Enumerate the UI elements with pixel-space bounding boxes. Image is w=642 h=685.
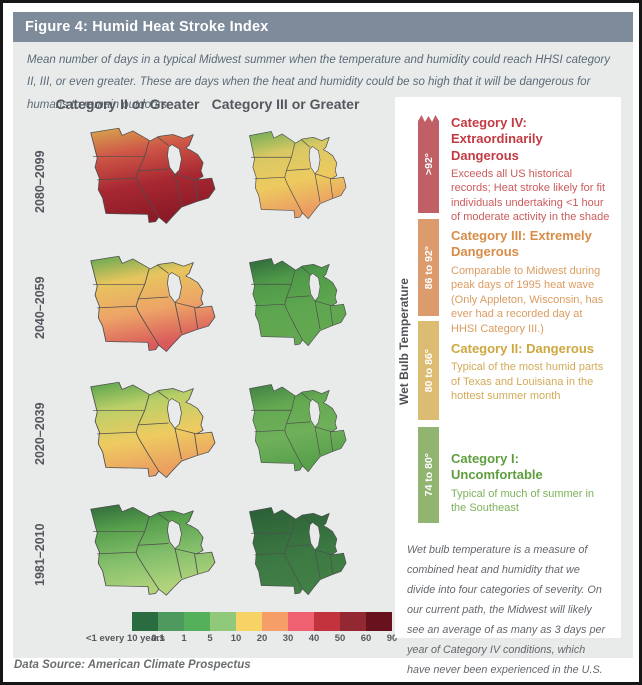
legend-tick: 40	[308, 633, 320, 644]
category1-description: Typical of much of summer in the Southea…	[451, 487, 595, 515]
legend-swatch	[210, 612, 236, 631]
category1-range-label: 74 to 80°	[422, 453, 435, 497]
map-category3-2020-2039	[249, 384, 347, 473]
column-header-category2: Category II or Greater	[55, 96, 200, 112]
map-category2-2080-2099	[90, 127, 216, 224]
category1-title: Category I: Uncomfortable	[451, 451, 543, 483]
legend-tick: 60	[360, 633, 372, 644]
category2-description: Typical of the most humid parts of Texas…	[451, 361, 604, 403]
category2-range-label: 80 to 86°	[422, 348, 435, 393]
data-source: Data Source: American Climate Prospectus	[14, 659, 251, 671]
category4-title: Category IV: Extraordinarily Dangerous	[451, 115, 543, 163]
legend-tick: 50	[334, 633, 346, 644]
legend-swatch	[340, 612, 366, 631]
figure-title: Figure 4: Humid Heat Stroke Index	[25, 19, 269, 35]
category1-entry: Category I: Uncomfortable Typical of muc…	[451, 451, 611, 516]
legend-tick: 20	[256, 633, 268, 644]
legend-swatch	[158, 612, 184, 631]
legend-tick: 90	[386, 633, 398, 644]
legend-swatch	[366, 612, 392, 631]
category1-temperature-bar: 74 to 80°	[418, 427, 439, 523]
period-label-2020-2039: 2020–2039	[33, 402, 47, 466]
map-category3-2080-2099	[249, 131, 347, 220]
map-category2-2020-2039	[90, 381, 216, 478]
map-category2-1981-2010	[90, 504, 216, 596]
category2-entry: Category II: Dangerous Typical of the mo…	[451, 341, 611, 404]
legend-swatch	[184, 612, 210, 631]
column-header-category3: Category III or Greater	[211, 96, 360, 112]
category3-description: Comparable to Midwest during peak days o…	[451, 264, 604, 335]
legend-swatch	[236, 612, 262, 631]
map-category3-1981-2010	[249, 507, 347, 596]
category4-description: Exceeds all US historical records; Heat …	[451, 167, 610, 224]
category4-entry: Category IV: Extraordinarily Dangerous E…	[451, 115, 611, 225]
category2-title: Category II: Dangerous	[451, 341, 595, 356]
legend-tick: 10	[230, 633, 242, 644]
legend-first-bin-label: <1 every 10 years	[86, 633, 165, 644]
period-label-2040-2059: 2040–2059	[33, 276, 47, 340]
legend-tick: 1	[181, 633, 187, 644]
category-legend-card: Wet Bulb Temperature >92° 86 to 92° 80 t…	[395, 97, 621, 676]
period-label-1981-2010: 1981–2010	[33, 523, 47, 587]
category3-title: Category III: Extremely Dangerous	[451, 228, 592, 260]
legend-tick: 5	[207, 633, 213, 644]
legend-tick: 0.1	[151, 633, 165, 644]
category3-range-label: 86 to 92°	[422, 245, 435, 290]
period-label-2080-2099: 2080–2099	[33, 150, 47, 214]
map-color-legend: <1 every 10 years 0.1 1 5 10 20 30 40 50…	[86, 612, 406, 648]
category4-range-label: >92°	[422, 152, 435, 175]
map-category3-2040-2059	[249, 258, 347, 347]
wet-bulb-temperature-axis-label: Wet Bulb Temperature	[397, 278, 411, 406]
legend-swatch	[288, 612, 314, 631]
figure-caption: Mean number of days in a typical Midwest…	[27, 54, 610, 111]
map-category2-2040-2059	[90, 255, 216, 352]
legend-swatch	[262, 612, 288, 631]
wet-bulb-footnote: Wet bulb temperature is a measure of com…	[407, 544, 606, 676]
category3-temperature-bar: 86 to 92°	[418, 219, 439, 316]
legend-color-ramp	[132, 612, 392, 631]
legend-swatch	[314, 612, 340, 631]
legend-swatch	[132, 612, 158, 631]
category2-temperature-bar: 80 to 86°	[418, 321, 439, 420]
category3-entry: Category III: Extremely Dangerous Compar…	[451, 228, 611, 336]
figure-title-bar: Figure 4: Humid Heat Stroke Index	[13, 12, 633, 42]
category4-temperature-bar: >92°	[418, 115, 439, 213]
legend-tick: 30	[282, 633, 294, 644]
